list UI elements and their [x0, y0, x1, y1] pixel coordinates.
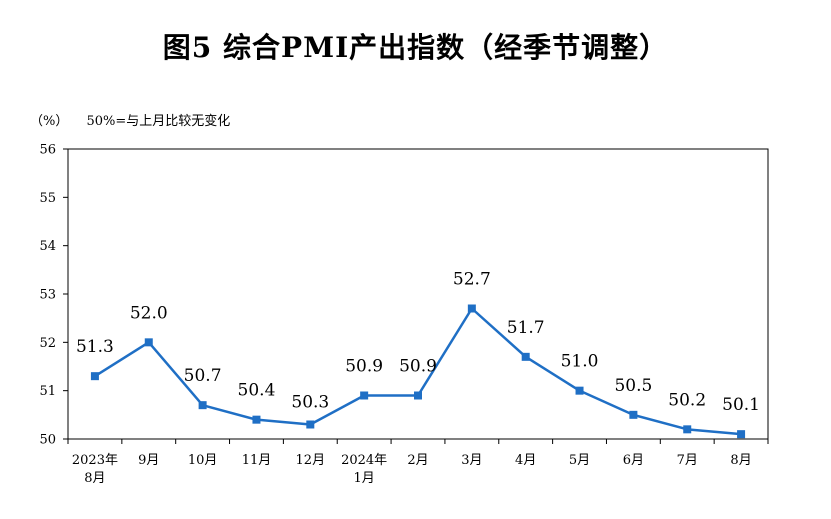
reference-note: 50%=与上月比较无变化 — [86, 114, 231, 129]
data-label: 50.4 — [238, 381, 276, 401]
x-tick-label: 8月 — [84, 471, 105, 486]
data-label: 52.7 — [453, 270, 491, 290]
data-label: 52.0 — [130, 303, 168, 323]
x-tick-label: 10月 — [188, 453, 218, 468]
data-label: 50.3 — [291, 393, 329, 413]
data-label: 50.9 — [345, 357, 383, 377]
y-tick-label: 54 — [39, 239, 56, 254]
series-line-group — [90, 304, 746, 439]
data-point — [360, 391, 369, 400]
y-axis-unit-label: （%） — [30, 114, 69, 129]
y-tick-label: 55 — [39, 191, 56, 206]
y-tick-label: 56 — [39, 143, 56, 158]
data-point — [575, 386, 584, 395]
data-point — [144, 338, 153, 347]
data-point — [90, 372, 99, 381]
data-point — [683, 425, 692, 434]
chart-title: 图5 综合PMI产出指数（经季节调整） — [162, 31, 669, 64]
data-label: 50.5 — [614, 376, 652, 396]
x-tick-label: 2024年 — [341, 453, 387, 468]
axis-note: （%） 50%=与上月比较无变化 — [30, 110, 230, 129]
data-point — [629, 410, 638, 419]
data-label: 51.0 — [561, 352, 599, 372]
y-tick-label: 50 — [39, 433, 56, 448]
x-tick-label: 1月 — [354, 471, 375, 486]
x-tick-label: 2023年 — [72, 453, 118, 468]
data-point — [521, 352, 530, 361]
data-point — [252, 415, 261, 424]
x-tick-label: 7月 — [677, 453, 698, 468]
data-labels: 51.3 52.0 50.7 50.4 50.3 50.9 50.9 52.7 51.7 51.0… — [76, 270, 760, 416]
data-label: 51.7 — [507, 318, 545, 338]
x-tick-label: 5月 — [569, 453, 590, 468]
x-tick-label: 2月 — [407, 453, 428, 468]
x-tick-label: 8月 — [730, 453, 751, 468]
y-tick-label: 52 — [39, 336, 56, 351]
data-label: 50.1 — [722, 395, 760, 415]
x-tick-label: 3月 — [461, 453, 482, 468]
x-tick-label: 9月 — [138, 453, 159, 468]
data-point — [737, 430, 746, 439]
data-label: 50.2 — [668, 390, 706, 410]
x-tick-label: 4月 — [515, 453, 536, 468]
data-point — [198, 401, 207, 410]
data-point — [306, 420, 315, 429]
axes: 50 51 52 53 54 55 56 2023年 8月 9月 10月 11月 12月 2024年 1月 2… — [39, 143, 769, 486]
x-tick-label: 6月 — [623, 453, 644, 468]
data-label: 51.3 — [76, 337, 114, 357]
data-label: 50.7 — [184, 366, 222, 386]
data-label: 50.9 — [399, 357, 437, 377]
y-tick-label: 51 — [39, 384, 56, 399]
y-tick-label: 53 — [39, 288, 56, 303]
x-tick-label: 11月 — [242, 453, 272, 468]
data-point — [414, 391, 422, 400]
data-point — [467, 304, 476, 313]
x-tick-label: 12月 — [296, 453, 326, 468]
